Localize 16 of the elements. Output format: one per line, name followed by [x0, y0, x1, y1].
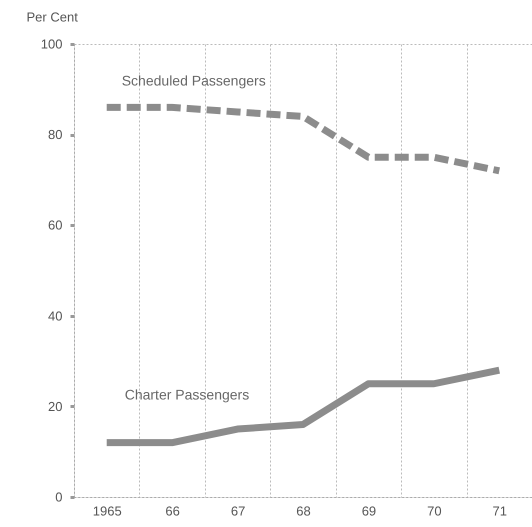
x-tick-label: 67	[230, 504, 246, 518]
x-tick-label: 1965	[92, 504, 122, 518]
series-label: Charter Passengers	[124, 386, 250, 403]
y-tick-label: 60	[48, 218, 62, 233]
y-tick-label: 40	[48, 308, 62, 324]
x-tick-label: 70	[427, 504, 442, 518]
series-label: Scheduled Passengers	[122, 72, 266, 88]
x-tick-label: 69	[362, 504, 376, 518]
x-tick-label: 66	[165, 504, 180, 518]
y-tick-label: 20	[48, 398, 62, 414]
y-tick-label: 100	[40, 36, 62, 52]
y-tick-label: 80	[48, 127, 62, 142]
x-tick-label: 68	[296, 504, 311, 518]
y-axis-title: Per Cent	[26, 10, 78, 24]
y-tick-label: 0	[55, 490, 62, 504]
x-tick-label: 71	[492, 504, 508, 518]
